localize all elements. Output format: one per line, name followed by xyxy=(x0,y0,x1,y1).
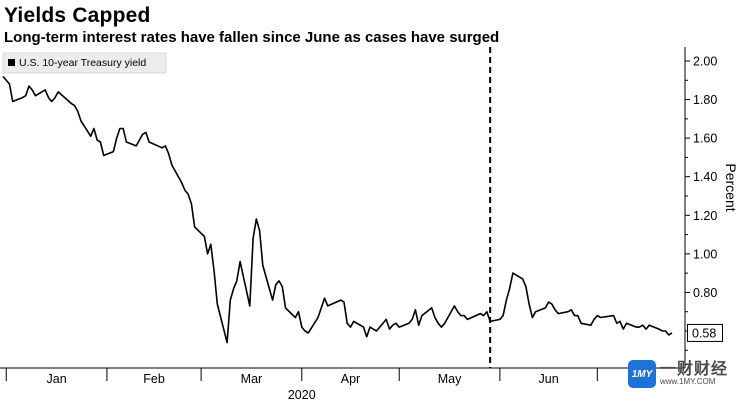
watermark-name: 一财财经 xyxy=(659,361,728,378)
y-tick-label: 1.00 xyxy=(693,247,717,261)
y-tick-label: 2.00 xyxy=(693,55,717,69)
x-year-label: 2020 xyxy=(288,388,316,402)
watermark-url: www.1MY.COM xyxy=(659,377,716,386)
legend-swatch xyxy=(8,59,15,66)
x-tick-label: Jan xyxy=(47,372,67,386)
last-value-tag: 0.58 xyxy=(687,323,723,342)
x-tick-label: May xyxy=(438,372,462,386)
watermark: 1MY 一财财经 www.1MY.COM xyxy=(627,360,728,388)
legend-label: U.S. 10-year Treasury yield xyxy=(19,57,146,69)
legend-box xyxy=(2,52,167,74)
series-line xyxy=(2,75,673,344)
last-value-label: 0.58 xyxy=(692,326,716,340)
x-tick-label: Apr xyxy=(341,372,360,386)
last-value-inner xyxy=(688,324,722,341)
chart-subtitle: Long-term interest rates have fallen sin… xyxy=(4,29,500,46)
watermark-logo: 1MY xyxy=(627,360,656,388)
chart-title: Yields Capped xyxy=(4,4,151,27)
x-tick-label: Jun xyxy=(539,372,559,386)
y-tick-label: 1.20 xyxy=(693,209,717,223)
y-tick-label: 1.80 xyxy=(693,93,717,107)
x-tick-label: Feb xyxy=(143,372,165,386)
y-tick-label: 1.60 xyxy=(693,132,717,146)
legend: U.S. 10-year Treasury yield xyxy=(2,52,167,74)
y-tick-label: 1.40 xyxy=(693,170,717,184)
x-tick-label: Mar xyxy=(241,372,263,386)
y-axis-title: Percent xyxy=(723,163,739,211)
y-tick-label: 0.80 xyxy=(693,286,717,300)
